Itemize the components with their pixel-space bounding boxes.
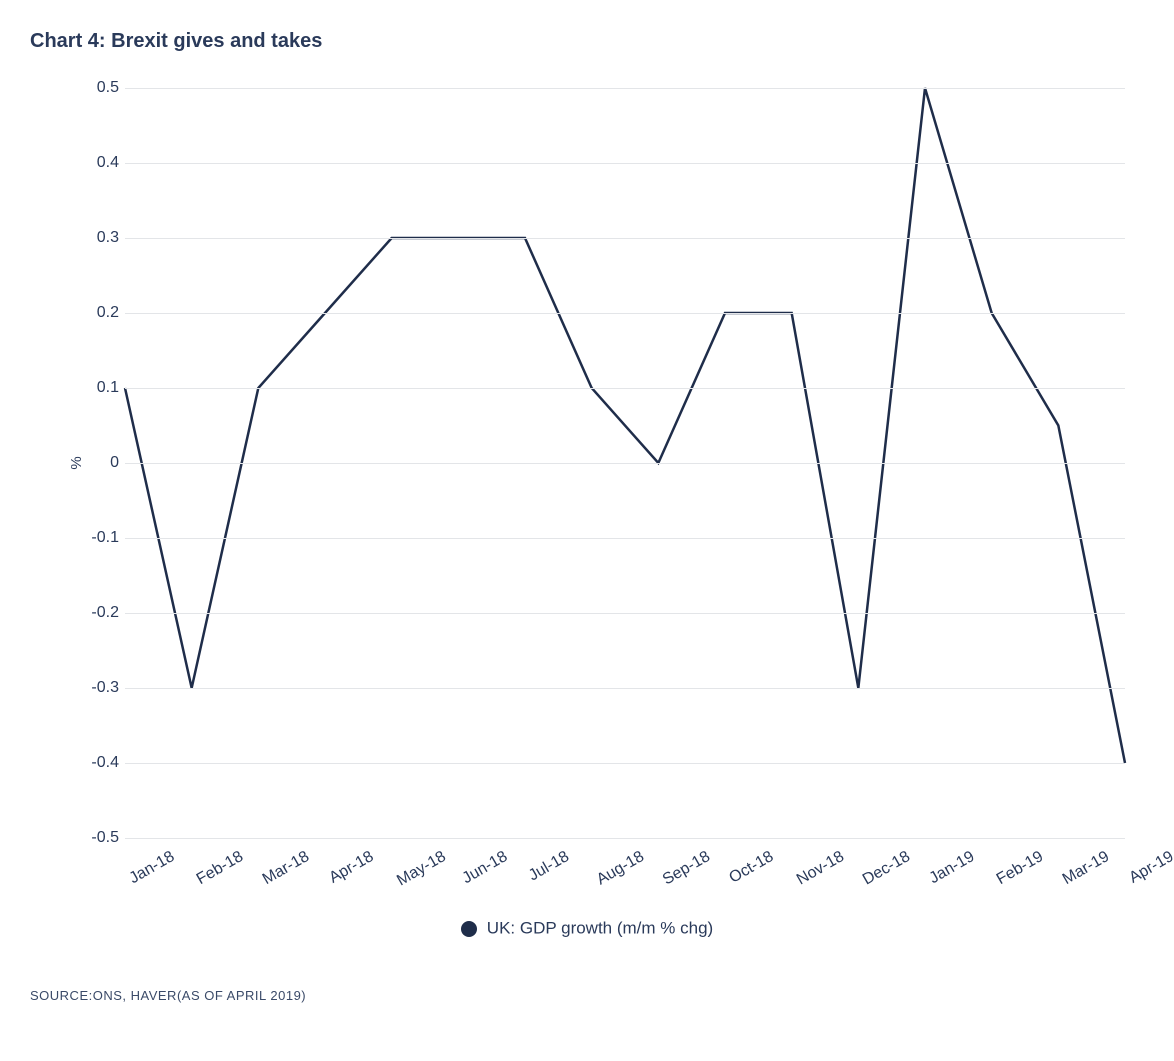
y-tick-label: 0.4 xyxy=(59,154,119,172)
chart-container: % UK: GDP growth (m/m % chg) SOURCE:ONS,… xyxy=(30,78,1144,938)
x-tick-label: Dec-18 xyxy=(860,848,914,889)
gridline xyxy=(125,388,1125,389)
x-tick-label: Nov-18 xyxy=(794,848,848,889)
gridline xyxy=(125,688,1125,689)
y-tick-label: -0.3 xyxy=(59,679,119,697)
gridline xyxy=(125,163,1125,164)
gridline xyxy=(125,463,1125,464)
y-tick-label: -0.5 xyxy=(59,829,119,847)
plot-area xyxy=(125,88,1125,838)
x-tick-label: Jan-19 xyxy=(927,848,978,888)
x-tick-label: Aug-18 xyxy=(594,848,648,889)
y-tick-label: 0.3 xyxy=(59,229,119,247)
x-tick-label: Apr-18 xyxy=(326,848,377,888)
gridline xyxy=(125,763,1125,764)
x-tick-label: Jul-18 xyxy=(526,848,573,885)
legend-marker-icon xyxy=(461,921,477,937)
y-tick-label: 0.2 xyxy=(59,304,119,322)
x-tick-label: Oct-18 xyxy=(726,848,777,888)
y-tick-label: 0.1 xyxy=(59,379,119,397)
y-tick-label: -0.4 xyxy=(59,754,119,772)
gridline xyxy=(125,613,1125,614)
x-tick-label: Jan-18 xyxy=(127,848,178,888)
x-tick-label: May-18 xyxy=(394,848,449,890)
x-tick-label: Apr-19 xyxy=(1126,848,1174,888)
gridline xyxy=(125,238,1125,239)
x-tick-label: Sep-18 xyxy=(660,848,714,889)
x-tick-label: Feb-18 xyxy=(193,848,246,889)
x-tick-label: Mar-18 xyxy=(260,848,313,889)
x-tick-label: Feb-19 xyxy=(993,848,1046,889)
legend-label: UK: GDP growth (m/m % chg) xyxy=(487,919,713,938)
gridline xyxy=(125,88,1125,89)
y-tick-label: -0.1 xyxy=(59,529,119,547)
gridline xyxy=(125,313,1125,314)
y-tick-label: 0.5 xyxy=(59,79,119,97)
gridline xyxy=(125,538,1125,539)
y-tick-label: 0 xyxy=(59,454,119,472)
legend: UK: GDP growth (m/m % chg) xyxy=(30,918,1144,939)
source-text: SOURCE:ONS, HAVER(AS OF APRIL 2019) xyxy=(30,988,306,1003)
y-tick-label: -0.2 xyxy=(59,604,119,622)
gridline xyxy=(125,838,1125,839)
chart-title: Chart 4: Brexit gives and takes xyxy=(30,30,1144,53)
x-tick-label: Jun-18 xyxy=(460,848,511,888)
x-tick-label: Mar-19 xyxy=(1060,848,1113,889)
